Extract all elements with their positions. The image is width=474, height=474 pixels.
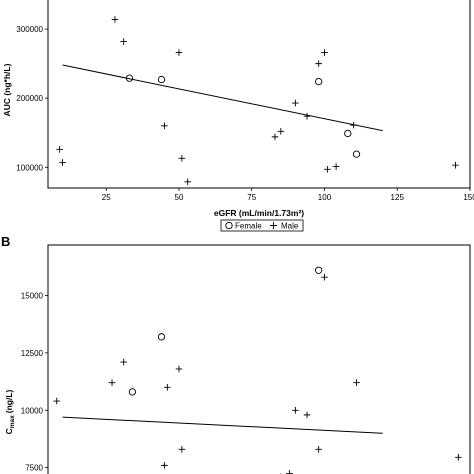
regression-line	[62, 64, 383, 132]
y-tick-label: 100000	[16, 163, 43, 172]
male-point	[161, 462, 168, 469]
female-point	[125, 74, 134, 82]
male-point	[111, 16, 119, 23]
male-point	[350, 121, 357, 129]
male-point	[175, 49, 183, 56]
y-tick-label: 300000	[16, 25, 43, 34]
auc-axes: 25 50 75 100 125 150 100000 200000 300000	[16, 25, 474, 202]
male-point	[178, 446, 186, 453]
male-point	[108, 379, 116, 387]
male-point	[271, 133, 279, 141]
legend-female-marker	[225, 221, 233, 230]
male-point	[315, 60, 322, 67]
male-point	[303, 112, 311, 120]
y-tick-label: 15000	[21, 292, 44, 301]
male-point	[53, 397, 61, 405]
female-point	[315, 266, 323, 274]
cmax-y-label-sub: max	[9, 415, 16, 428]
male-point	[321, 273, 328, 281]
male-point	[324, 166, 331, 173]
male-point	[164, 384, 171, 391]
auc-chart: 25 50 75 100 125 150 100000 200000 300000 eGFR (…	[2, 0, 474, 232]
legend-male-label: Male	[281, 222, 299, 231]
male-point	[452, 161, 459, 169]
x-tick-label: 100	[318, 193, 332, 202]
y-tick-label: 7500	[25, 464, 43, 473]
cmax-plot-frame	[47, 244, 471, 474]
cmax-y-label-main: C	[4, 428, 14, 434]
auc-plot-frame	[47, 0, 471, 189]
legend: Female Male	[220, 219, 304, 232]
male-point	[292, 99, 299, 107]
female-point	[128, 388, 137, 396]
male-point	[292, 406, 299, 414]
y-tick-label: 200000	[16, 94, 43, 103]
auc-marks	[56, 16, 459, 186]
male-point	[321, 49, 328, 56]
female-point	[157, 75, 166, 84]
male-point	[120, 38, 127, 45]
male-point	[56, 146, 63, 153]
x-tick-label: 150	[463, 193, 474, 202]
male-point	[120, 358, 127, 366]
male-point	[455, 454, 462, 461]
male-point	[175, 365, 183, 373]
auc-y-axis-label: AUC (ng*h/L)	[2, 63, 12, 116]
legend-box	[220, 219, 304, 232]
x-tick-label: 125	[391, 193, 405, 202]
cmax-y-label-unit: (ng/L)	[4, 389, 14, 413]
male-point	[303, 411, 311, 419]
panel-label-b: B	[1, 234, 10, 249]
female-point	[315, 77, 323, 86]
male-point	[286, 470, 293, 474]
x-tick-label: 75	[247, 193, 256, 202]
male-point	[353, 379, 360, 387]
y-tick-label: 12500	[21, 349, 44, 358]
cmax-marks	[53, 266, 462, 474]
male-point	[59, 159, 66, 166]
legend-female-label: Female	[235, 222, 262, 231]
male-point	[332, 163, 340, 170]
cmax-y-axis-label: Cmax (ng/L)	[4, 389, 16, 434]
x-tick-label: 50	[175, 193, 184, 202]
male-point	[277, 128, 285, 135]
cmax-axes: 7500 10000 12500 15000	[21, 292, 48, 473]
legend-male-marker	[270, 222, 277, 229]
female-point	[157, 333, 166, 341]
female-point	[344, 129, 352, 138]
auc-x-axis-label: eGFR (mL/min/1.73m²)	[214, 208, 304, 218]
male-point	[161, 122, 168, 130]
male-point	[315, 446, 322, 453]
x-tick-label: 25	[102, 193, 111, 202]
regression-line	[62, 416, 383, 434]
y-tick-label: 10000	[21, 406, 44, 415]
male-point	[178, 154, 186, 162]
female-point	[352, 150, 361, 158]
male-point	[184, 178, 191, 186]
cmax-chart: B 7500 10000 12500 15000 Cmax (ng/L)	[1, 234, 471, 474]
